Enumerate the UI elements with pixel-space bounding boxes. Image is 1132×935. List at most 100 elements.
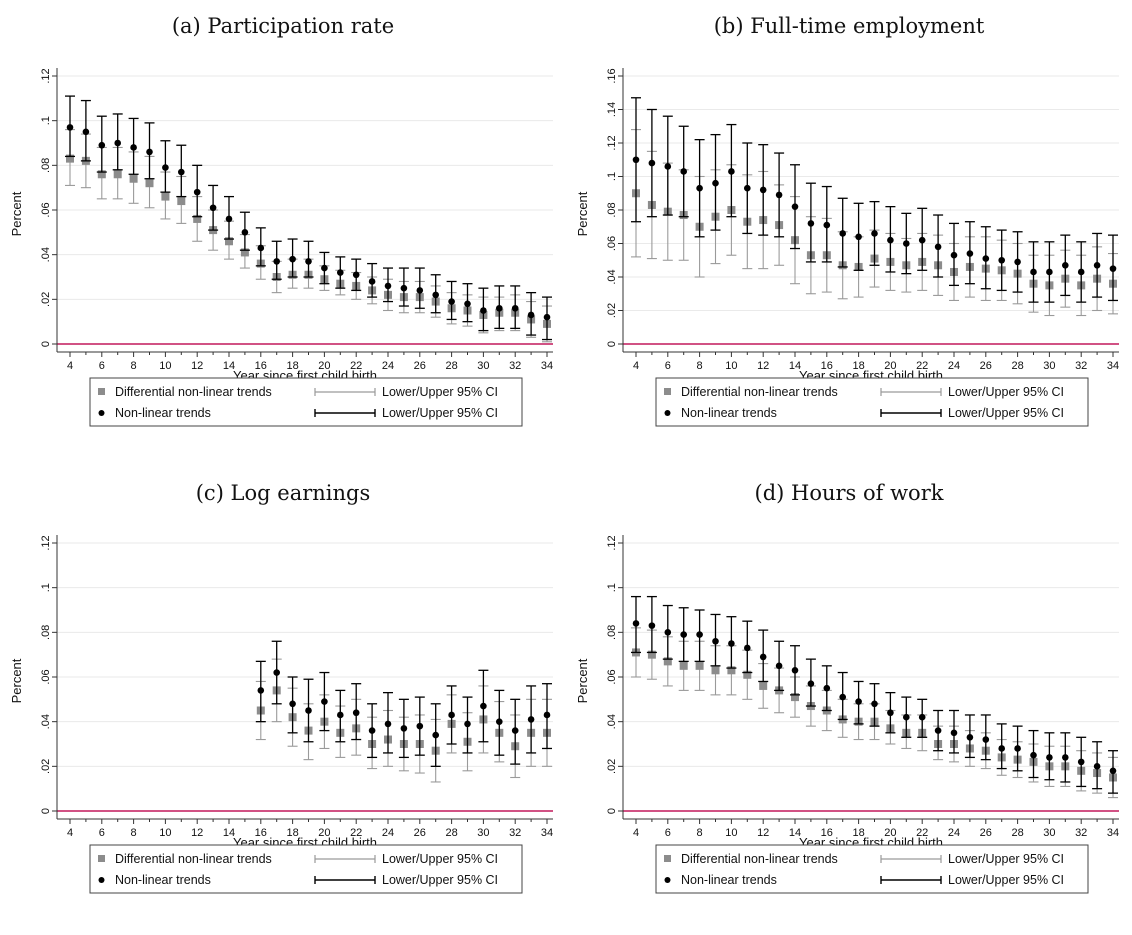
- data-point: [129, 174, 138, 183]
- data-point: [432, 291, 440, 299]
- data-point: [744, 644, 751, 652]
- data-point: [664, 629, 672, 636]
- x-tick-label: 30: [1043, 827, 1055, 839]
- x-tick-label: 18: [286, 827, 298, 839]
- data-point: [712, 179, 719, 187]
- panel-title: (d) Hours of work: [754, 481, 944, 505]
- data-point: [775, 662, 783, 670]
- x-tick-label: 10: [725, 360, 737, 372]
- data-point: [257, 244, 265, 252]
- legend-label: Lower/Upper 95% CI: [948, 385, 1064, 399]
- data-point: [305, 258, 312, 265]
- data-point: [496, 718, 503, 725]
- data-point: [1077, 268, 1085, 276]
- legend-circle-marker: [98, 410, 105, 416]
- data-point: [193, 214, 202, 223]
- data-point: [632, 620, 640, 627]
- panel-full-time-employment: (b) Full-time employment 0 .02 .04 .06 .08 .1…: [566, 0, 1132, 467]
- y-tick-label: .02: [606, 759, 618, 774]
- data-point: [241, 229, 249, 236]
- data-point: [918, 236, 926, 244]
- x-tick-label: 12: [191, 827, 203, 839]
- x-tick-label: 34: [541, 827, 553, 839]
- x-tick-label: 6: [665, 827, 671, 839]
- data-point: [1062, 261, 1069, 269]
- data-point: [82, 128, 90, 136]
- legend: Differential non-linear trends Lower/Uppe…: [655, 377, 1089, 427]
- x-tick-label: 26: [980, 360, 992, 372]
- y-axis-title: Percent: [575, 191, 590, 236]
- y-tick-label: .08: [606, 202, 618, 217]
- y-tick-label: .06: [40, 202, 52, 217]
- legend-label: Lower/Upper 95% CI: [382, 873, 498, 887]
- data-point: [696, 631, 703, 638]
- chart-log-earnings: 0 .02 .04 .06 .08 .1 .12 4 6 8 10 12 14 16 18 20 22 24 26 2…: [9, 535, 553, 894]
- x-tick-label: 4: [67, 360, 73, 372]
- y-tick-label: .06: [40, 669, 52, 684]
- data-point: [114, 139, 121, 147]
- data-point: [871, 700, 878, 708]
- y-tick-label: .16: [606, 68, 618, 83]
- data-point: [352, 271, 360, 279]
- y-tick-label: .1: [606, 583, 618, 592]
- legend-label: Non-linear trends: [115, 406, 211, 420]
- y-tick-label: 0: [40, 808, 52, 814]
- x-tick-label: 6: [665, 360, 671, 372]
- y-tick-label: .06: [606, 236, 618, 251]
- data-point: [193, 188, 201, 196]
- legend-label: Non-linear trends: [681, 406, 777, 420]
- data-point: [543, 711, 551, 719]
- x-tick-label: 10: [159, 827, 171, 839]
- x-tick-label: 10: [159, 360, 171, 372]
- legend-circle-marker: [664, 410, 671, 416]
- data-point: [1014, 745, 1021, 752]
- data-point: [728, 640, 735, 647]
- data-point: [680, 168, 687, 175]
- data-point: [696, 184, 703, 192]
- x-tick-label: 18: [286, 360, 298, 372]
- data-point: [759, 681, 768, 690]
- y-tick-label: 0: [40, 341, 52, 347]
- x-tick-label: 16: [821, 360, 833, 372]
- y-tick-label: .12: [40, 535, 52, 550]
- legend-label: Differential non-linear trends: [115, 852, 272, 866]
- legend-label: Lower/Upper 95% CI: [948, 406, 1064, 420]
- data-point: [240, 248, 249, 257]
- data-point: [209, 204, 217, 212]
- y-tick-label: .1: [40, 583, 52, 592]
- x-tick-label: 30: [1043, 360, 1055, 372]
- y-tick-label: .12: [40, 68, 52, 83]
- data-point: [178, 168, 185, 176]
- data-point: [1014, 258, 1021, 266]
- legend-label: Differential non-linear trends: [681, 852, 838, 866]
- data-point: [727, 666, 736, 675]
- x-tick-label: 22: [916, 360, 928, 372]
- data-point: [177, 197, 186, 206]
- data-point: [145, 179, 154, 188]
- x-tick-label: 24: [382, 360, 394, 372]
- series-nonlinear: [631, 97, 1118, 303]
- y-tick-label: .02: [606, 303, 618, 318]
- data-point: [903, 240, 910, 247]
- data-point: [1046, 754, 1053, 761]
- data-point: [352, 709, 360, 717]
- x-tick-label: 6: [99, 360, 105, 372]
- legend-label: Non-linear trends: [115, 873, 211, 887]
- data-point: [543, 313, 551, 321]
- data-point: [934, 243, 942, 251]
- x-tick-label: 20: [318, 360, 330, 372]
- series-nonlinear: [65, 95, 552, 341]
- data-point: [663, 657, 672, 666]
- data-point: [289, 255, 296, 263]
- data-point: [321, 698, 328, 705]
- x-tick-label: 20: [884, 360, 896, 372]
- legend-label: Lower/Upper 95% CI: [382, 852, 498, 866]
- legend-circle-marker: [664, 877, 671, 883]
- data-point: [934, 727, 942, 734]
- x-tick-label: 10: [725, 827, 737, 839]
- legend-square-marker: [98, 855, 105, 862]
- data-point: [527, 716, 535, 723]
- y-tick-label: .02: [40, 292, 52, 307]
- data-point: [400, 725, 408, 732]
- panel-log-earnings: (c) Log earnings 0 .02 .04 .06 .08 .1 .12 4 6 8 10…: [0, 467, 566, 934]
